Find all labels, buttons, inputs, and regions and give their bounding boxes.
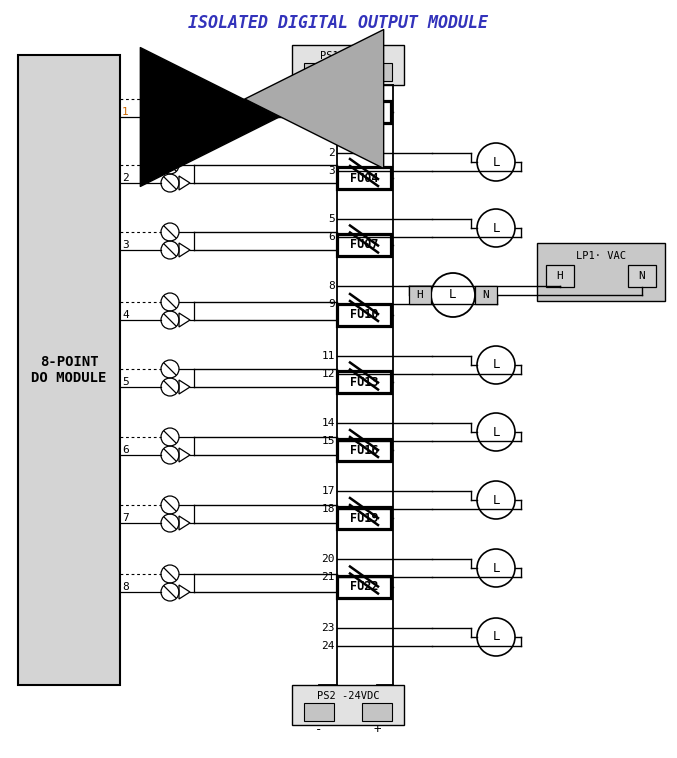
Bar bbox=[362, 703, 392, 721]
Text: 20: 20 bbox=[322, 554, 335, 564]
Bar bbox=[337, 101, 391, 123]
Text: LP1· VAC: LP1· VAC bbox=[576, 251, 626, 261]
Text: H: H bbox=[556, 271, 563, 281]
Text: 3: 3 bbox=[328, 166, 335, 176]
Text: 15: 15 bbox=[322, 436, 335, 446]
Text: ISOLATED DIGITAL OUTPUT MODULE: ISOLATED DIGITAL OUTPUT MODULE bbox=[188, 14, 489, 32]
Text: 6: 6 bbox=[328, 232, 335, 242]
Text: 7: 7 bbox=[122, 513, 129, 523]
Text: 21: 21 bbox=[322, 572, 335, 582]
Text: N: N bbox=[483, 290, 489, 300]
Bar bbox=[337, 439, 391, 461]
Bar bbox=[546, 265, 574, 287]
Text: L: L bbox=[492, 221, 500, 234]
Text: FU16: FU16 bbox=[350, 443, 378, 456]
Bar bbox=[537, 243, 665, 301]
Text: L: L bbox=[492, 155, 500, 168]
Text: 24: 24 bbox=[322, 641, 335, 651]
Text: FU04: FU04 bbox=[350, 171, 378, 184]
Text: 2: 2 bbox=[122, 173, 129, 183]
Bar bbox=[337, 576, 391, 598]
Bar bbox=[337, 371, 391, 393]
Bar bbox=[304, 63, 334, 81]
Bar bbox=[337, 234, 391, 256]
Bar bbox=[18, 55, 120, 685]
Bar bbox=[292, 45, 404, 85]
Text: 6: 6 bbox=[122, 445, 129, 455]
Text: +: + bbox=[373, 83, 380, 96]
Bar bbox=[628, 265, 656, 287]
Text: L: L bbox=[492, 631, 500, 644]
Text: 3: 3 bbox=[122, 240, 129, 250]
Bar bbox=[337, 507, 391, 529]
Text: PS2 -24VDC: PS2 -24VDC bbox=[317, 691, 379, 701]
Bar bbox=[337, 304, 391, 326]
Text: 2: 2 bbox=[328, 148, 335, 158]
Bar bbox=[304, 703, 334, 721]
Text: FU07: FU07 bbox=[350, 239, 378, 252]
Text: 8-POINT
DO MODULE: 8-POINT DO MODULE bbox=[31, 355, 107, 385]
Text: FU19: FU19 bbox=[350, 512, 378, 525]
Text: N: N bbox=[638, 271, 645, 281]
Text: L: L bbox=[492, 562, 500, 575]
Text: L: L bbox=[492, 493, 500, 506]
Text: 17: 17 bbox=[322, 486, 335, 496]
Text: -: - bbox=[315, 723, 323, 737]
Text: FU13: FU13 bbox=[350, 375, 378, 389]
Text: 23: 23 bbox=[322, 623, 335, 633]
Text: L: L bbox=[492, 425, 500, 438]
Text: -: - bbox=[315, 83, 323, 96]
Bar bbox=[292, 685, 404, 725]
Bar bbox=[362, 63, 392, 81]
Text: 14: 14 bbox=[322, 418, 335, 428]
Text: 12: 12 bbox=[322, 369, 335, 379]
Bar bbox=[409, 286, 431, 304]
Text: 4: 4 bbox=[122, 310, 129, 320]
Text: FU22: FU22 bbox=[350, 581, 378, 594]
Text: H: H bbox=[416, 290, 423, 300]
Text: FU10: FU10 bbox=[350, 309, 378, 321]
Text: +: + bbox=[373, 723, 380, 737]
Text: 11: 11 bbox=[322, 351, 335, 361]
Text: PS1-24VDC: PS1-24VDC bbox=[320, 51, 376, 61]
Text: 9: 9 bbox=[328, 299, 335, 309]
Text: 8: 8 bbox=[122, 582, 129, 592]
Text: FU01: FU01 bbox=[350, 105, 378, 118]
Text: 1: 1 bbox=[122, 107, 129, 117]
Text: 8: 8 bbox=[328, 281, 335, 291]
Bar bbox=[337, 167, 391, 189]
Text: 18: 18 bbox=[322, 504, 335, 514]
Bar bbox=[475, 286, 497, 304]
Text: 5: 5 bbox=[122, 377, 129, 387]
Text: 5: 5 bbox=[328, 214, 335, 224]
Text: L: L bbox=[492, 359, 500, 371]
Text: L: L bbox=[450, 289, 457, 302]
